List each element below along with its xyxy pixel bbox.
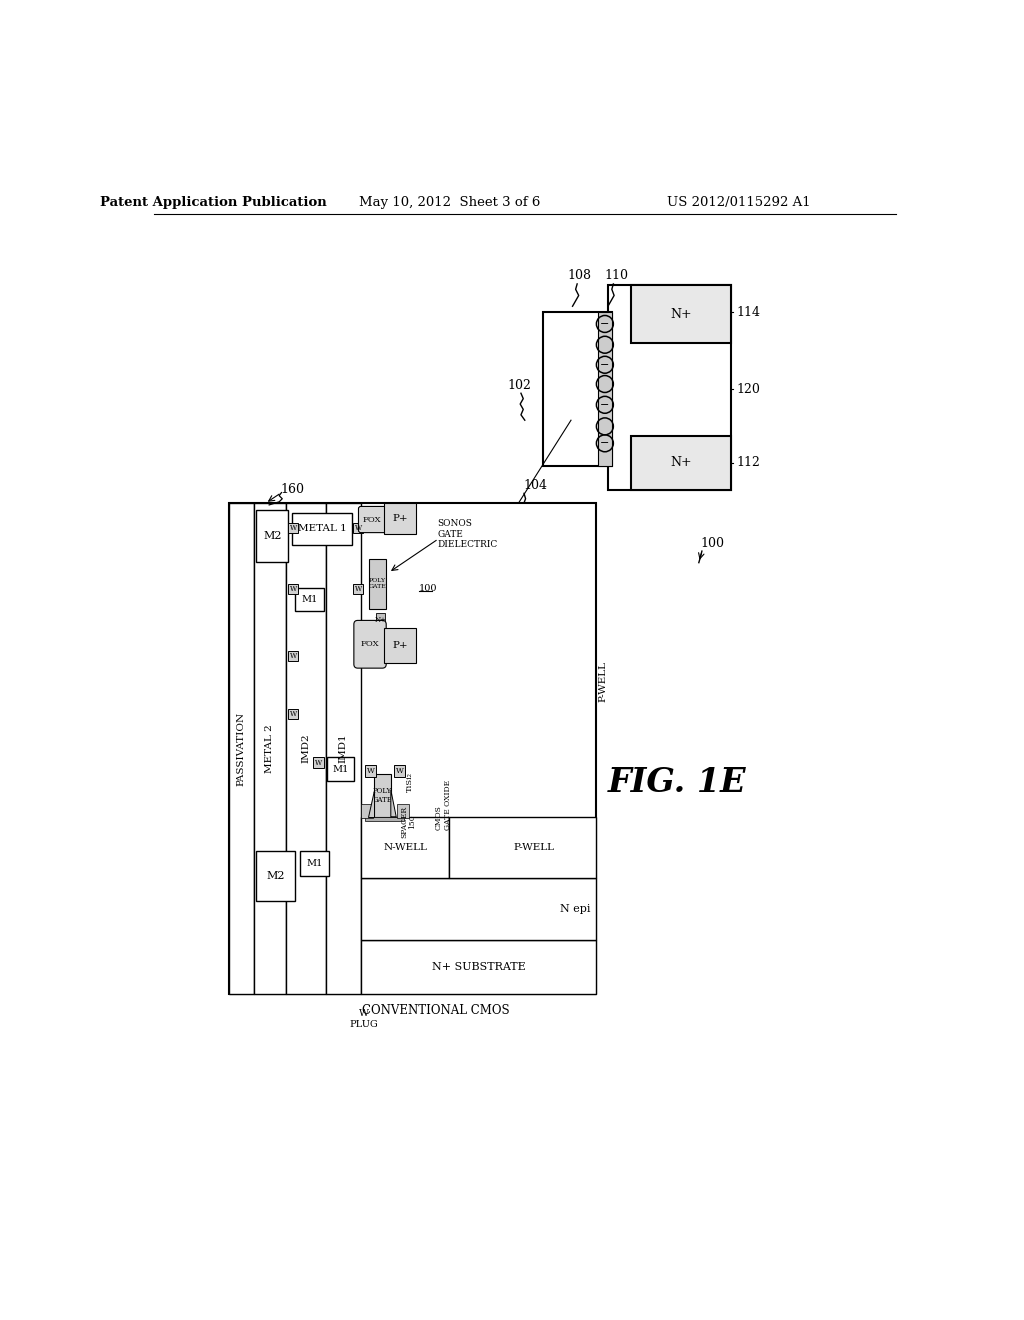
Text: METAL 2: METAL 2	[265, 725, 274, 774]
Text: FOX: FOX	[364, 516, 382, 524]
Bar	[300, 851, 330, 876]
Bar	[313, 758, 324, 768]
Bar	[360, 940, 596, 994]
Text: W
PLUG: W PLUG	[349, 1010, 378, 1028]
Bar	[229, 503, 596, 994]
Bar	[256, 510, 289, 562]
Text: 120: 120	[736, 383, 761, 396]
Bar	[376, 612, 385, 627]
Bar	[360, 817, 450, 878]
Bar	[327, 758, 354, 780]
Text: 108: 108	[568, 269, 592, 282]
Bar	[394, 766, 406, 776]
Text: −: −	[600, 319, 609, 329]
Bar	[365, 766, 376, 776]
Bar	[384, 628, 416, 663]
Text: TiSi₂: TiSi₂	[407, 772, 415, 792]
Text: W: W	[290, 585, 297, 593]
Text: M2: M2	[266, 871, 285, 882]
Bar	[370, 558, 386, 609]
Text: POLY
GATE: POLY GATE	[373, 787, 392, 804]
Bar	[256, 851, 295, 902]
Text: N+: N+	[671, 455, 692, 469]
Text: W: W	[354, 524, 361, 532]
Text: US 2012/0115292 A1: US 2012/0115292 A1	[667, 195, 811, 209]
Bar	[229, 503, 254, 994]
Text: N+ SUBSTRATE: N+ SUBSTRATE	[432, 962, 525, 972]
Bar	[286, 503, 326, 994]
Bar	[631, 436, 731, 490]
Bar	[450, 817, 596, 878]
Text: FIG. 1E: FIG. 1E	[608, 766, 746, 799]
Text: CMOS
GATE OXIDE: CMOS GATE OXIDE	[435, 780, 452, 830]
Text: Patent Application Publication: Patent Application Publication	[100, 195, 327, 209]
Text: W: W	[395, 767, 403, 775]
Text: IMD2: IMD2	[302, 734, 310, 763]
Text: 100: 100	[419, 583, 438, 593]
Text: METAL 1: METAL 1	[298, 524, 347, 533]
Text: N epi: N epi	[560, 904, 590, 915]
Text: W: W	[367, 767, 375, 775]
Bar	[353, 585, 364, 594]
Text: 160: 160	[281, 483, 305, 496]
Bar	[397, 804, 410, 817]
Text: W: W	[290, 710, 297, 718]
Text: −: −	[600, 438, 609, 449]
Bar	[326, 503, 360, 994]
Text: FOX: FOX	[360, 640, 379, 648]
FancyBboxPatch shape	[358, 507, 386, 533]
Text: −: −	[600, 360, 609, 370]
Bar	[366, 817, 403, 821]
Text: M2: M2	[263, 531, 282, 541]
Text: P-WELL: P-WELL	[599, 661, 607, 702]
Text: M1: M1	[332, 764, 348, 774]
Bar	[608, 285, 731, 490]
Bar	[289, 651, 298, 661]
Bar	[360, 804, 373, 817]
Text: 110: 110	[604, 269, 628, 282]
Text: May 10, 2012  Sheet 3 of 6: May 10, 2012 Sheet 3 of 6	[359, 195, 541, 209]
Bar	[295, 589, 324, 611]
Bar	[374, 775, 391, 817]
Bar	[353, 523, 364, 533]
Text: W: W	[354, 585, 361, 593]
FancyBboxPatch shape	[354, 620, 386, 668]
Text: 150: 150	[408, 814, 416, 829]
Text: SPACER: SPACER	[400, 807, 408, 838]
Text: N-WELL: N-WELL	[383, 843, 427, 851]
Bar	[384, 503, 416, 535]
Text: M1: M1	[306, 859, 323, 869]
Text: 114: 114	[736, 306, 761, 319]
Text: POLY
GATE: POLY GATE	[369, 578, 387, 589]
Text: M1: M1	[301, 595, 317, 605]
Text: 112: 112	[736, 455, 761, 469]
Text: PASSIVATION: PASSIVATION	[237, 711, 246, 785]
Bar	[631, 285, 731, 343]
Bar	[289, 585, 298, 594]
Text: CONVENTIONAL CMOS: CONVENTIONAL CMOS	[362, 1005, 510, 1018]
Text: P-WELL: P-WELL	[514, 843, 555, 851]
Text: 104: 104	[523, 479, 547, 492]
Text: IMD1: IMD1	[339, 734, 348, 763]
Text: P+: P+	[392, 642, 408, 649]
Bar	[598, 313, 611, 466]
Text: −: −	[600, 400, 609, 409]
Polygon shape	[369, 789, 374, 817]
Text: N+: N+	[671, 308, 692, 321]
Text: N+: N+	[375, 615, 387, 623]
Text: P+: P+	[392, 515, 408, 523]
Text: 100: 100	[700, 537, 724, 550]
Text: W: W	[290, 652, 297, 660]
Bar	[360, 878, 596, 940]
Bar	[292, 512, 352, 545]
Bar	[289, 523, 298, 533]
Bar	[543, 313, 611, 466]
Text: SONOS
GATE
DIELECTRIC: SONOS GATE DIELECTRIC	[437, 519, 498, 549]
Text: W: W	[314, 759, 323, 767]
Text: 102: 102	[508, 379, 531, 392]
Bar	[289, 709, 298, 719]
Polygon shape	[391, 789, 396, 817]
Bar	[254, 503, 286, 994]
Text: W: W	[290, 524, 297, 532]
